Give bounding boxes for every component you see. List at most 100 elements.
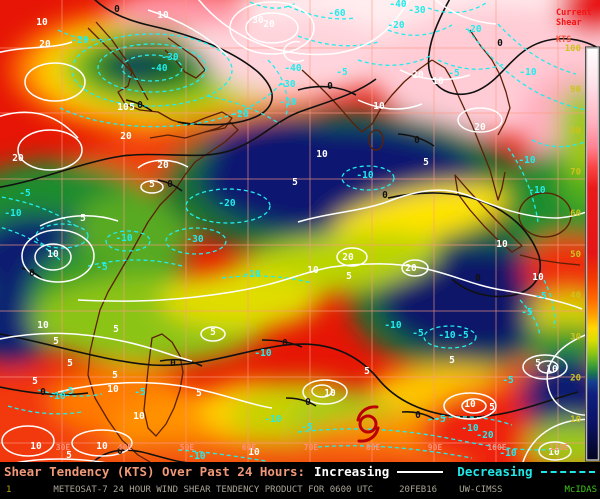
contour-label-inc: 10	[30, 441, 42, 452]
contour-label-dec: -10	[188, 451, 205, 462]
contour-label-inc: 5	[112, 370, 118, 381]
contour-label-inc: 10	[432, 76, 444, 87]
colorbar-tick-label: 70	[570, 168, 581, 178]
contour-label-inc: 10	[47, 249, 59, 260]
contour-label-dec: -10	[254, 348, 271, 359]
contour-label-zero: 0	[475, 273, 481, 284]
contour-label-dec: -20	[387, 20, 404, 31]
contour-label-dec: -10	[528, 185, 545, 196]
colorbar-tick-label: 100	[565, 44, 581, 54]
colorbar-units: KTS	[556, 35, 571, 45]
increasing-contours	[0, 0, 600, 463]
contour-label-inc: 10	[107, 384, 119, 395]
contour-label-zero: 0	[305, 397, 311, 408]
contour-label-dec: -30	[278, 79, 295, 90]
status-bar: 1 METEOSAT-7 24 HOUR WIND SHEAR TENDENCY…	[0, 481, 600, 499]
contour-label-inc: 20	[342, 252, 354, 263]
contour-label-inc: 5	[489, 402, 495, 413]
contour-label-inc: 10	[96, 441, 108, 452]
contour-label-dec: -5	[96, 262, 108, 273]
contour-label-inc: 5	[32, 376, 38, 387]
colorbar-tick-label: 10	[570, 415, 581, 425]
increasing-line-sample	[397, 470, 444, 473]
frame-number: 1	[6, 485, 12, 495]
colorbar-gradient	[585, 47, 600, 461]
contour-label-zero: 0	[137, 100, 143, 111]
contour-label-dec: -5	[412, 328, 424, 339]
product-title: METEOSAT-7 24 HOUR WIND SHEAR TENDENCY P…	[53, 485, 374, 495]
contour-label-dec: -30	[161, 52, 178, 63]
longitude-label: 30E	[56, 443, 71, 452]
longitude-label: 100E	[487, 443, 506, 452]
contour-label-dec: -5	[301, 422, 313, 433]
longitude-label: 80E	[366, 443, 381, 452]
contour-label-dec: -5	[336, 67, 348, 78]
contour-label-inc: 5	[53, 336, 59, 347]
contour-label-inc: 20	[120, 131, 132, 142]
colorbar-tick-label: 40	[570, 291, 581, 301]
contour-label-inc: 5	[129, 102, 135, 113]
contour-label-zero: 0	[117, 446, 123, 457]
contour-label-dec: -5	[535, 291, 547, 302]
colorbar-tick-label: 50	[570, 250, 581, 260]
colorbar-title-line2: Shear	[556, 18, 582, 28]
legend-title: Shear Tendency (KTS) Over Past 24 Hours:	[4, 464, 306, 479]
contour-label-inc: 10	[464, 399, 476, 410]
longitude-label: 110E	[549, 443, 568, 452]
colorbar-title-line1: Current	[556, 8, 592, 18]
longitude-label: 90E	[428, 443, 443, 452]
contour-label-inc: 10	[157, 10, 169, 21]
contour-label-zero: 0	[29, 268, 35, 279]
contour-label-inc: 5	[149, 179, 155, 190]
contour-label-inc: 20	[474, 122, 486, 133]
contour-label-dec: -60	[328, 8, 345, 19]
contour-label-inc: 10	[496, 239, 508, 250]
contour-label-dec: -30	[186, 234, 203, 245]
contour-label-dec: -5	[448, 68, 460, 79]
product-org: UW-CIMSS	[459, 485, 503, 495]
contour-label-inc: 20	[39, 39, 51, 50]
contour-label-dec: -10	[499, 448, 516, 459]
contour-label-dec: -10	[519, 67, 536, 78]
contour-label-inc: 20	[157, 160, 169, 171]
contour-label-dec: -10	[48, 391, 65, 402]
contour-label-inc: 5	[210, 327, 216, 338]
contour-label-inc: 5	[80, 213, 86, 224]
contour-label-dec: -20	[231, 109, 248, 120]
colorbar-tick-label: 20	[570, 374, 581, 384]
legend-band: Shear Tendency (KTS) Over Past 24 Hours:…	[0, 462, 600, 481]
contour-label-inc: 30	[252, 15, 264, 26]
contour-label-dec: -10	[356, 170, 373, 181]
decreasing-line-sample	[540, 470, 595, 473]
contour-label-zero: 0	[167, 179, 173, 190]
contour-label-inc: 5	[449, 355, 455, 366]
colorbar-tick-label: 60	[570, 209, 581, 219]
colorbar: Current Shear KTS 100 90 80 70 60 50 40 30 20 10	[556, 8, 600, 462]
contour-label-dec: -40	[389, 0, 406, 10]
contour-label-dec: -10	[243, 269, 260, 280]
contour-label-inc: 10	[248, 447, 260, 458]
contour-label-zero: 0	[114, 4, 120, 15]
contour-label-inc: 10	[36, 17, 48, 28]
contour-label-dec: -10	[518, 155, 535, 166]
contour-label-inc: 20	[12, 153, 24, 164]
contour-label-dec: -20	[464, 24, 481, 35]
contour-label-inc: 5	[535, 358, 541, 369]
contour-label-inc: 5	[196, 388, 202, 399]
contour-label-inc: 10	[316, 149, 328, 160]
contour-label-zero: 0	[382, 190, 388, 201]
tropical-cyclone-icon	[356, 405, 380, 443]
colorbar-tick-labels: 100 90 80 70 60 50 40 30 20 10	[565, 44, 581, 425]
contour-label-dec: -10	[279, 97, 296, 108]
contour-label-dec: -10	[384, 320, 401, 331]
contour-label-zero: 0	[282, 338, 288, 349]
product-date: 20FEB16	[399, 485, 438, 495]
contour-label-inc: 5	[292, 177, 298, 188]
colorbar-tick-label: 80	[570, 126, 581, 136]
contour-label-dec: -10	[115, 233, 132, 244]
contour-label-dec: -10	[264, 414, 281, 425]
contour-label-dec: -5	[521, 307, 533, 318]
contour-label-inc: 10	[546, 364, 558, 375]
contour-label-zero: 0	[415, 410, 421, 421]
